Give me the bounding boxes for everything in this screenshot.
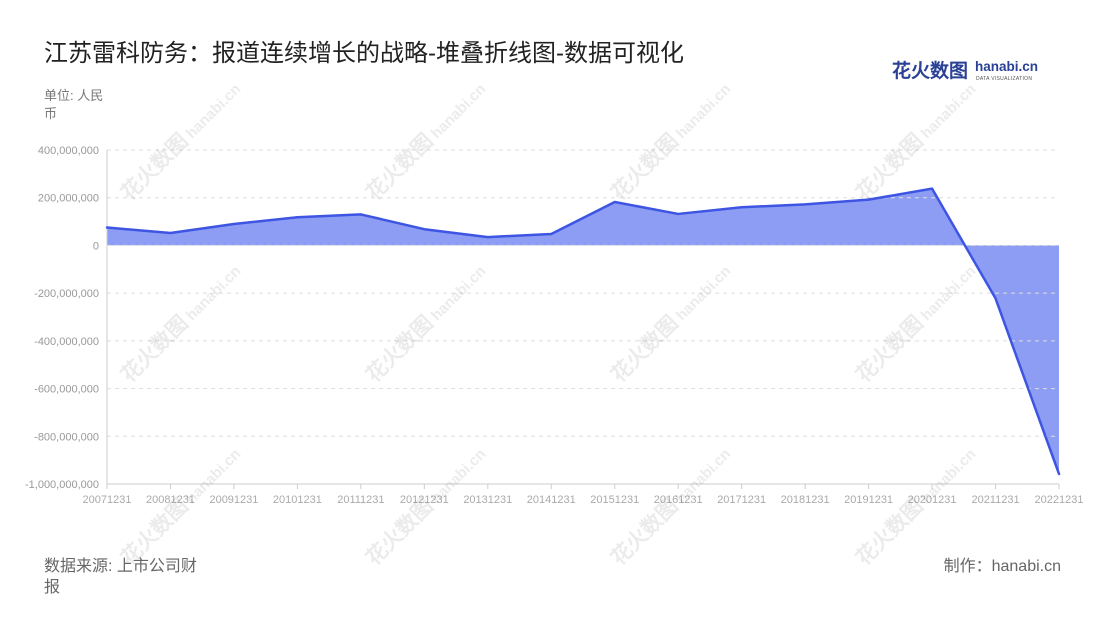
data-point [548,231,554,237]
x-tick-label: 20201231 [908,494,957,506]
x-tick-label: 20151231 [590,494,639,506]
data-point [104,225,110,231]
series-line [105,187,1061,476]
data-point [167,230,173,236]
x-tick-label: 20181231 [781,494,830,506]
y-tick-label: -400,000,000 [34,336,99,348]
x-tick-label: 20121231 [400,494,449,506]
x-tick-label: 20111231 [337,494,384,506]
x-tick-label: 20131231 [463,494,512,506]
y-tick-label: -200,000,000 [34,288,99,300]
credit: 制作：hanabi.cn [943,558,1061,575]
data-point [802,201,808,207]
data-source: 数据来源: 上市公司财报 [44,558,197,596]
data-point [993,295,999,301]
x-tick-label: 20091231 [209,494,258,506]
data-point [421,226,427,232]
x-tick-label: 20101231 [273,494,322,506]
data-point [231,221,237,227]
data-point [358,211,364,217]
series-area [107,188,1059,474]
chart-title: 江苏雷科防务：报道连续增长的战略-堆叠折线图-数据可视化 [44,40,684,67]
x-tick-label: 20141231 [527,494,576,506]
logo-tagline: DATA VISUALIZATION [976,76,1033,82]
data-point [1056,471,1062,477]
logo-cn-text: 花火数图 [892,61,969,82]
data-point [485,234,491,240]
data-point [612,199,618,205]
unit-label: 单位: 人民币 [44,88,104,121]
x-tick-label: 20071231 [83,494,132,506]
y-tick-label: 200,000,000 [38,193,99,205]
y-tick-label: -800,000,000 [34,431,99,443]
y-tick-label: 0 [93,240,99,252]
data-point [929,186,935,192]
x-tick-label: 20161231 [654,494,703,506]
y-tick-label: 400,000,000 [38,145,99,157]
data-point [866,197,872,203]
y-tick-label: -1,000,000,000 [25,479,99,491]
x-tick-label: 20211231 [971,494,1019,506]
x-tick-label: 20081231 [146,494,195,506]
x-tick-label: 20171231 [717,494,766,506]
y-tick-label: -600,000,000 [34,384,99,396]
data-point [675,211,681,217]
data-point [294,214,300,220]
x-tick-label: 20221231 [1035,494,1084,506]
logo-en-text: hanabi.cn [975,59,1039,74]
x-tick-label: 20191231 [844,494,893,506]
data-point [739,204,745,210]
